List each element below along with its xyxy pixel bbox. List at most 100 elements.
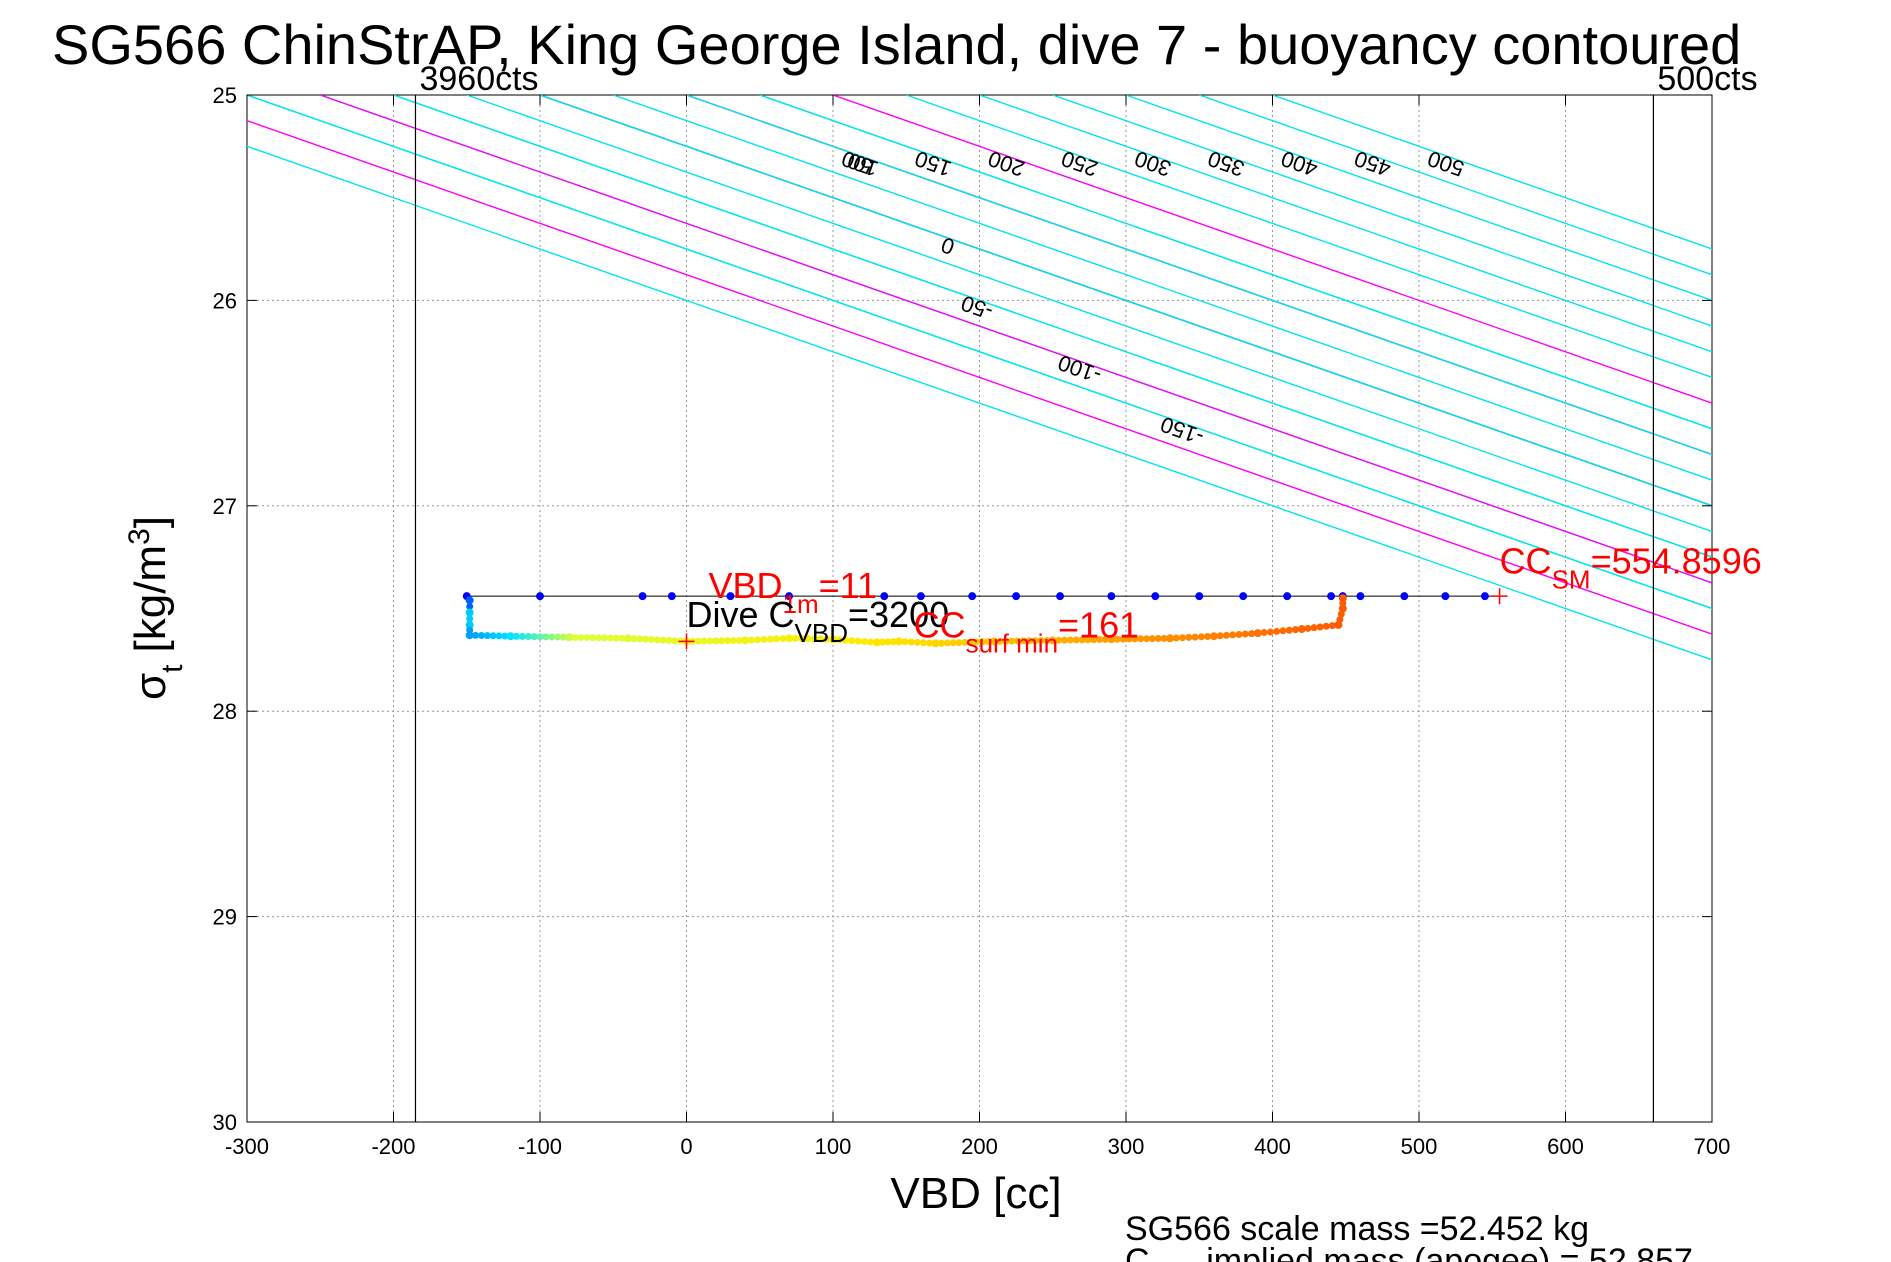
dive-point [984,638,992,646]
dive-point [618,634,626,642]
x-tick-label: 200 [961,1134,998,1159]
dive-point [848,637,856,645]
dive-point [867,638,875,646]
dive-point [489,632,497,640]
dive-point [735,636,743,644]
dive-point [1002,637,1010,645]
dive-point [741,636,750,645]
dive-point [501,632,509,640]
dive-point [919,639,927,647]
dive-point [772,635,780,643]
dive-point [889,638,897,646]
dive-point [1248,630,1256,638]
dive-point [1048,636,1057,645]
dive-point [483,632,491,640]
dive-point [530,633,538,641]
reference-point [1056,592,1065,601]
dive-point [465,620,474,629]
dive-point [1172,634,1180,642]
annotation-2: CCsurf min=161 [914,604,1140,658]
contour-line-top-11 [1125,95,1712,302]
contour-line-bottom-5 [466,95,1712,533]
x-tick-label: 400 [1254,1134,1291,1159]
dive-point [967,638,975,646]
dive-point [577,633,585,641]
dive-point [1334,620,1343,629]
contour-line-bottom-6 [539,95,1712,507]
dive-point [1025,637,1033,645]
dive-point [1072,636,1080,644]
dive-point [878,638,886,646]
y-tick-label: 27 [213,494,237,519]
dive-point [659,636,667,644]
y-axis-superscript: 3 [123,528,156,545]
reference-point [1480,592,1489,601]
dive-point [854,637,862,645]
x-tick-label: 500 [1401,1134,1438,1159]
dive-point [760,635,768,643]
dive-point [1338,594,1347,603]
dive-point [1328,622,1336,630]
vbd-limit-label: 500cts [1657,60,1757,98]
reference-point [1012,592,1021,601]
reference-point [1441,592,1450,601]
dive-point [1113,635,1121,643]
y-tick-label: 28 [213,699,237,724]
x-tick-label: -300 [225,1134,269,1159]
contour-line-top-7 [832,95,1712,404]
contour-line-top-9 [979,95,1712,353]
dive-point [955,639,963,647]
dive-point [1090,636,1098,644]
dive-point [583,634,591,642]
dive-point [1043,636,1051,644]
grid [247,95,1712,1122]
dive-point [1241,630,1249,638]
y-axis-subscript: t [156,664,189,673]
dive-point [1297,625,1306,634]
dive-point [536,633,544,641]
dive-point [990,637,999,646]
dive-point [816,635,824,643]
vbd-limit-lines: 3960cts 500cts [414,60,1758,1122]
dive-point [712,637,720,645]
x-tick-label: -100 [518,1134,562,1159]
reference-point [1356,592,1365,601]
dive-point [559,633,567,641]
dive-point [1191,633,1199,641]
x-axis-label: VBD [cc] [890,1169,1061,1218]
dive-point [1131,635,1139,643]
dive-point [623,634,632,643]
dive-point [466,615,474,623]
dive-point [700,637,708,645]
reference-point [1151,592,1160,601]
y-tick-label: 30 [213,1110,237,1135]
dive-point [978,638,986,646]
reference-point [1400,592,1409,601]
dive-point [1229,631,1237,639]
dive-point [766,635,774,643]
dive-point [1078,636,1086,644]
dive-point [1222,631,1230,639]
dive-point [1260,629,1268,637]
dive-point [1209,632,1218,641]
dive-point [1125,635,1133,643]
reference-point [1283,592,1292,601]
dive-point [706,637,714,645]
dive-point [647,636,655,644]
dive-point [804,635,812,643]
dive-point [884,638,892,646]
dive-point [931,639,940,648]
dive-point [949,639,957,647]
dive-point [1107,635,1116,644]
dive-point [1279,627,1287,635]
dive-point [636,635,644,643]
dive-point [1084,636,1092,644]
dive-point [589,634,597,642]
dive-point [495,632,503,640]
dive-point [524,633,532,641]
svg-text:σt[kg/m3]: σt [kg/m3] [123,516,189,700]
dive-point [785,634,794,643]
dive-point [1031,637,1039,645]
dive-point [1019,637,1027,645]
